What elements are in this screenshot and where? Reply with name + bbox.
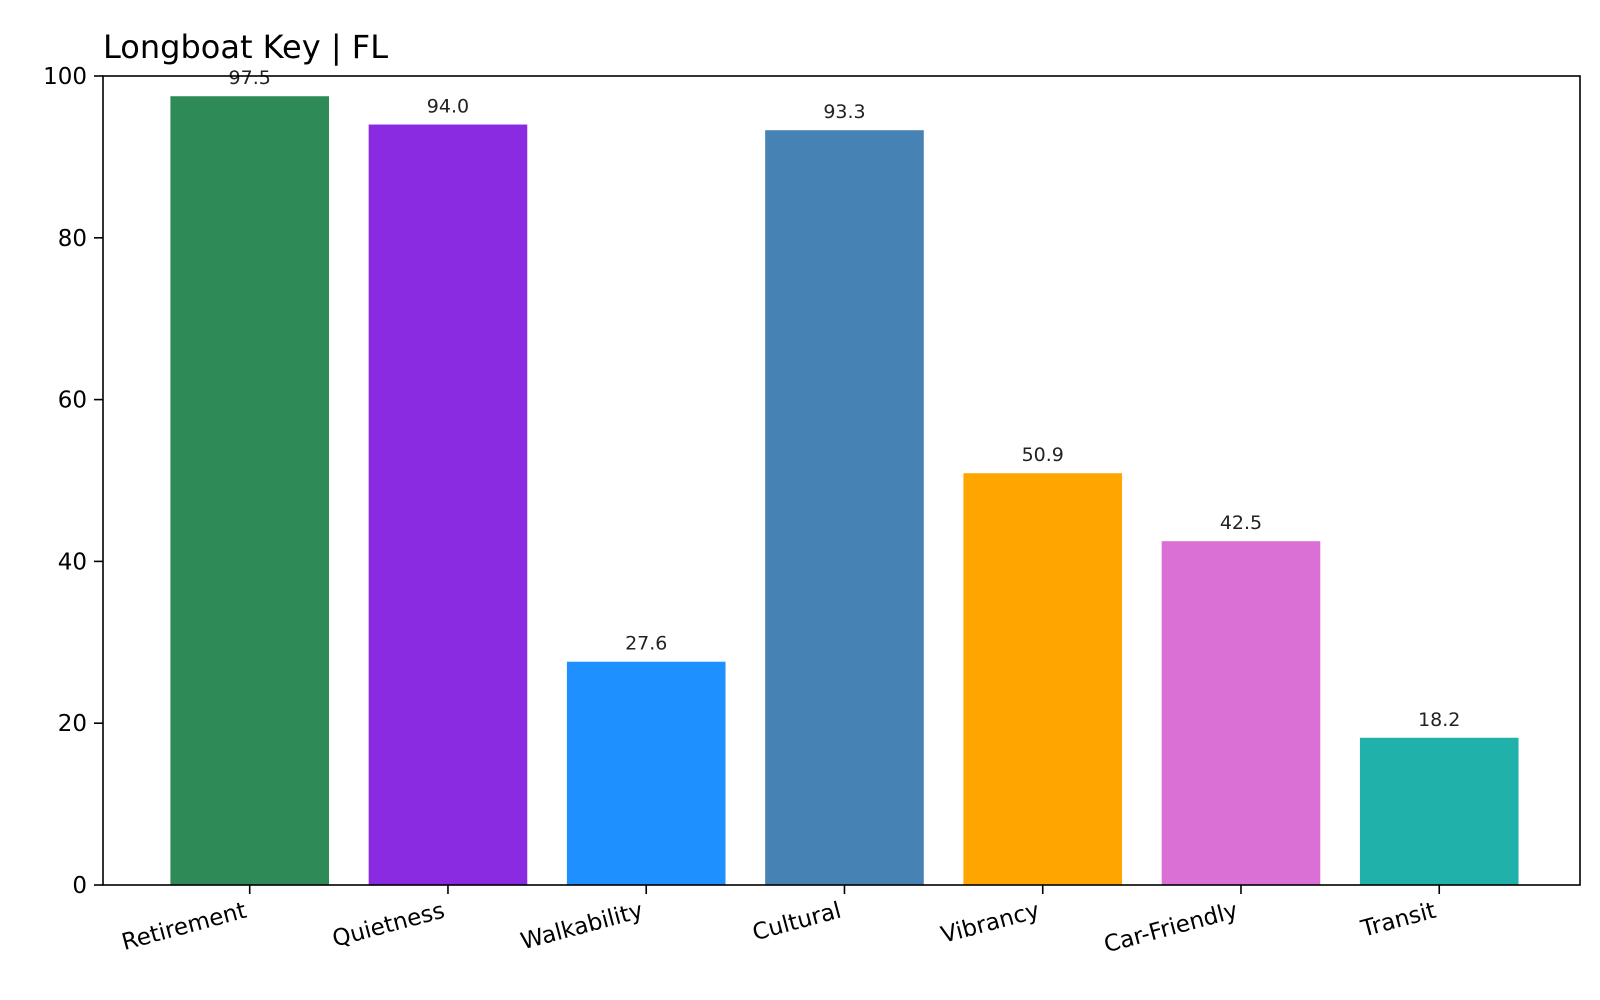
bar-vibrancy [963,473,1122,885]
y-axis: 0 20 40 60 80 100 [43,64,103,899]
bar-retirement [170,96,329,885]
data-label: 50.9 [1022,444,1064,466]
bar-walkability [567,662,726,885]
x-tick-label: Transit [1358,898,1439,943]
x-axis: Retirement Quietness Walkability Cultural Vi… [119,885,1439,958]
y-tick-label: 60 [58,388,87,414]
chart-title: Longboat Key | FL [103,28,388,66]
x-tick-label: Retirement [119,898,249,956]
bar-cultural [765,130,924,885]
y-tick-label: 0 [72,873,87,899]
data-label: 18.2 [1418,709,1460,731]
y-tick-label: 40 [58,549,87,575]
data-label: 93.3 [823,101,865,123]
bar-quietness [369,125,528,885]
x-tick-label: Walkability [518,898,646,956]
data-label: 97.5 [229,67,271,89]
y-tick-label: 100 [43,64,87,90]
data-label: 94.0 [427,96,469,118]
y-tick-label: 20 [58,711,87,737]
data-label: 42.5 [1220,512,1262,534]
y-tick-label: 80 [58,226,87,252]
x-tick-label: Cultural [750,898,844,947]
bar-transit [1360,738,1519,885]
bar-car-friendly [1162,541,1321,885]
x-tick-label: Car-Friendly [1101,898,1240,959]
x-tick-label: Vibrancy [938,898,1042,949]
bars-layer [170,96,1518,885]
x-tick-label: Quietness [330,898,448,953]
data-label: 27.6 [625,633,667,655]
